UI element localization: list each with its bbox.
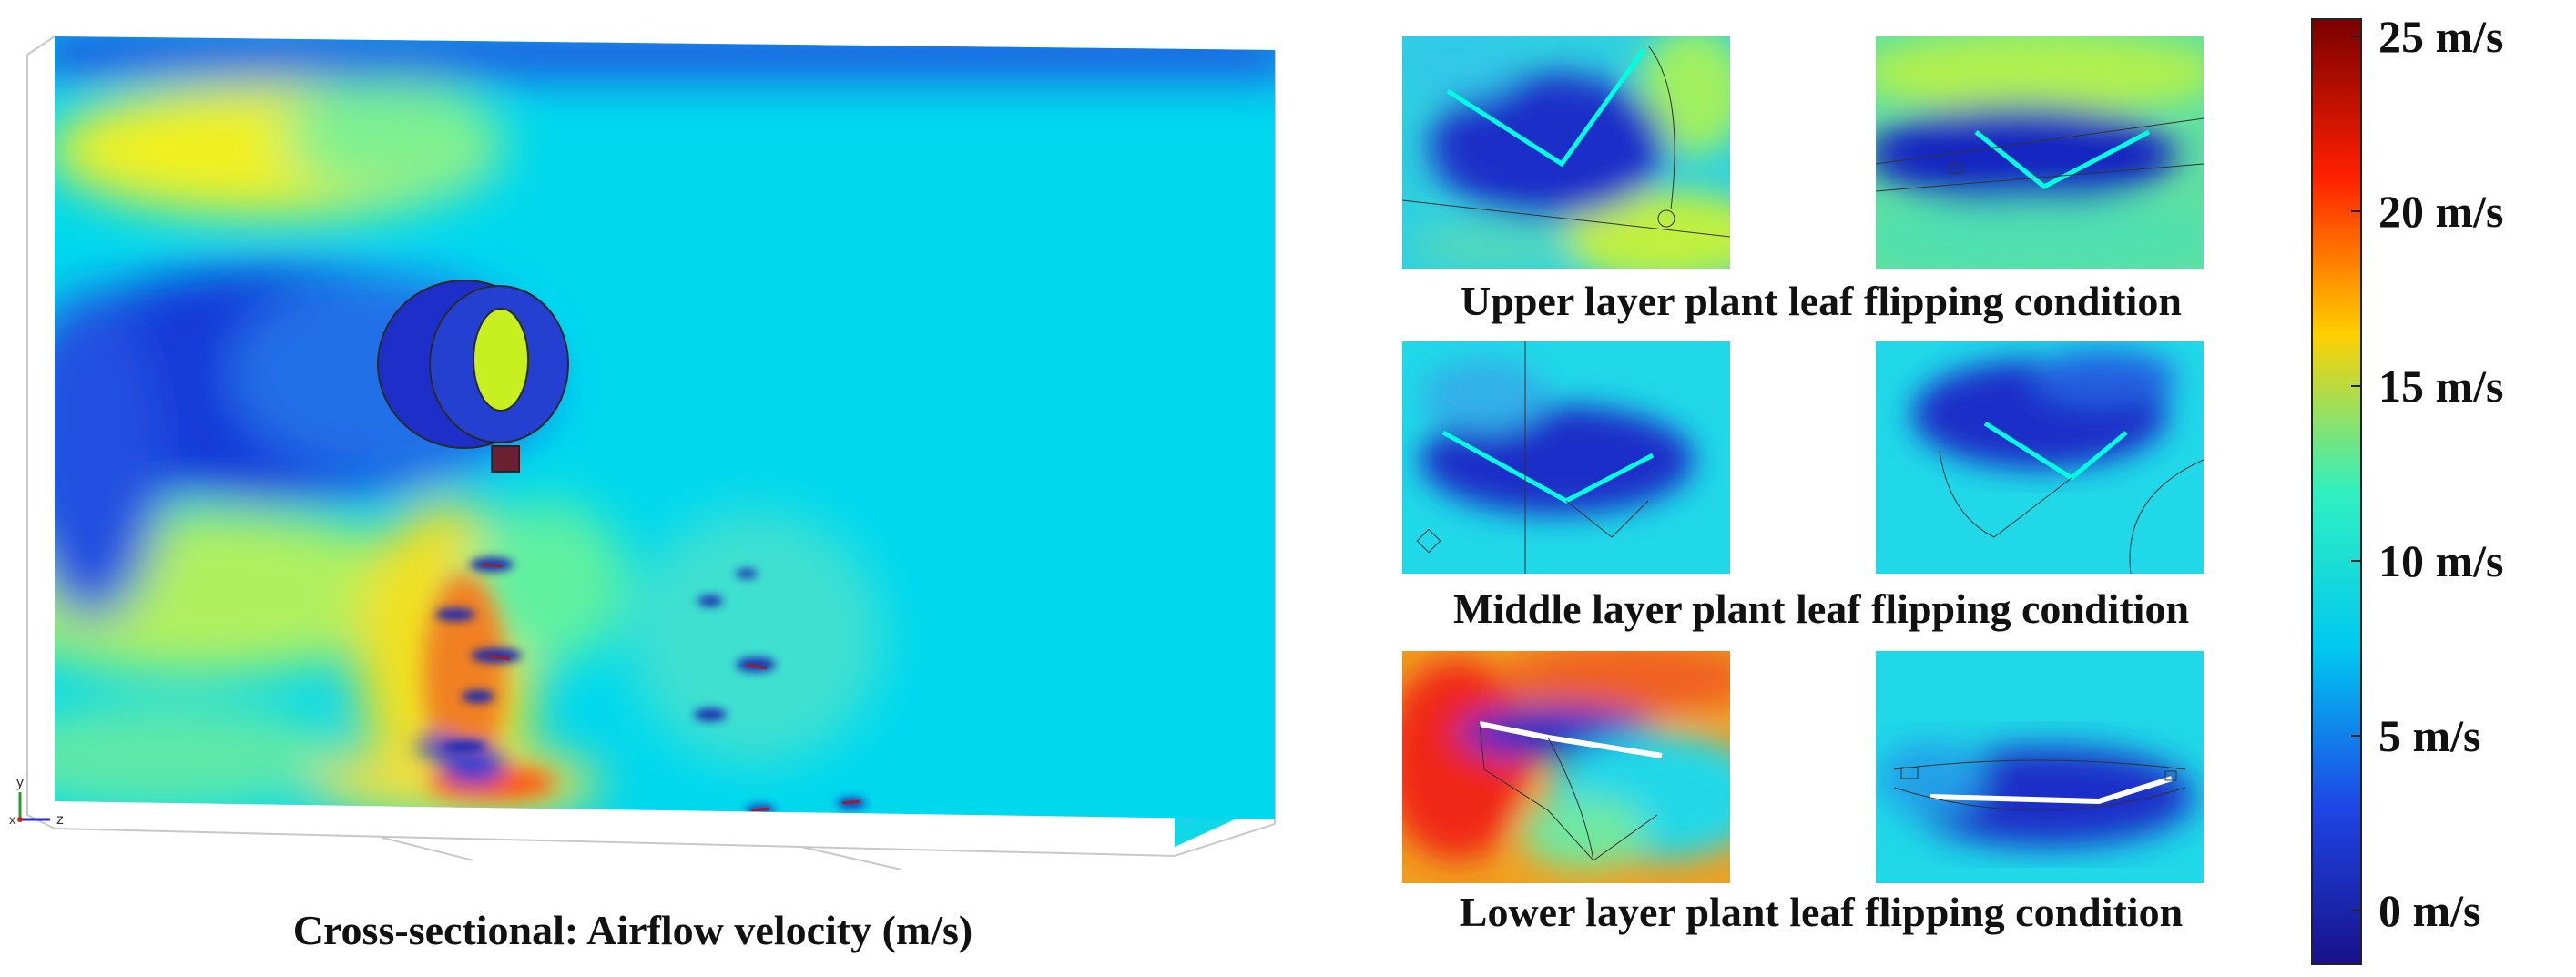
cross-section-plot: y z x (9, 36, 1276, 870)
colorbar-tick-label: 20 m/s (2378, 186, 2504, 237)
lower-right-panel (1876, 651, 2204, 883)
colorbar-tick-label: 5 m/s (2378, 710, 2481, 761)
colorbar-tick-label: 10 m/s (2378, 535, 2504, 586)
colorbar-tick-label: 15 m/s (2378, 361, 2504, 412)
colorbar-gradient (2311, 18, 2362, 965)
middle-right-panel (1876, 341, 2204, 574)
colorbar-tick-label: 0 m/s (2378, 885, 2481, 936)
fan-cylinder (377, 280, 569, 473)
upper-row-caption: Upper layer plant leaf flipping conditio… (1461, 278, 2182, 324)
upper-right-panel (1876, 36, 2204, 269)
lower-left-panel (1402, 651, 1730, 883)
upper-left-panel (1402, 36, 1730, 269)
leaf-line (1929, 776, 2173, 805)
leaf-stems (482, 563, 861, 812)
axis-triad: y z x (9, 775, 64, 828)
axis-x-label: x (9, 812, 15, 827)
axis-y-label: y (16, 775, 24, 790)
leaf-line (1974, 129, 2151, 189)
leaf-line (1446, 48, 1646, 168)
lower-row-caption: Lower layer plant leaf flipping conditio… (1459, 889, 2184, 935)
axis-z-label: z (56, 812, 64, 828)
colorbar-tick-label: 25 m/s (2378, 11, 2504, 62)
colorbar (2311, 18, 2362, 965)
middle-row-caption: Middle layer plant leaf flipping conditi… (1452, 585, 2190, 632)
middle-left-panel (1402, 341, 1730, 574)
main-cross-section: y z x (0, 0, 1293, 874)
main-caption: Cross-sectional: Airflow velocity (m/s) (292, 907, 973, 953)
velocity-field (55, 36, 1275, 819)
